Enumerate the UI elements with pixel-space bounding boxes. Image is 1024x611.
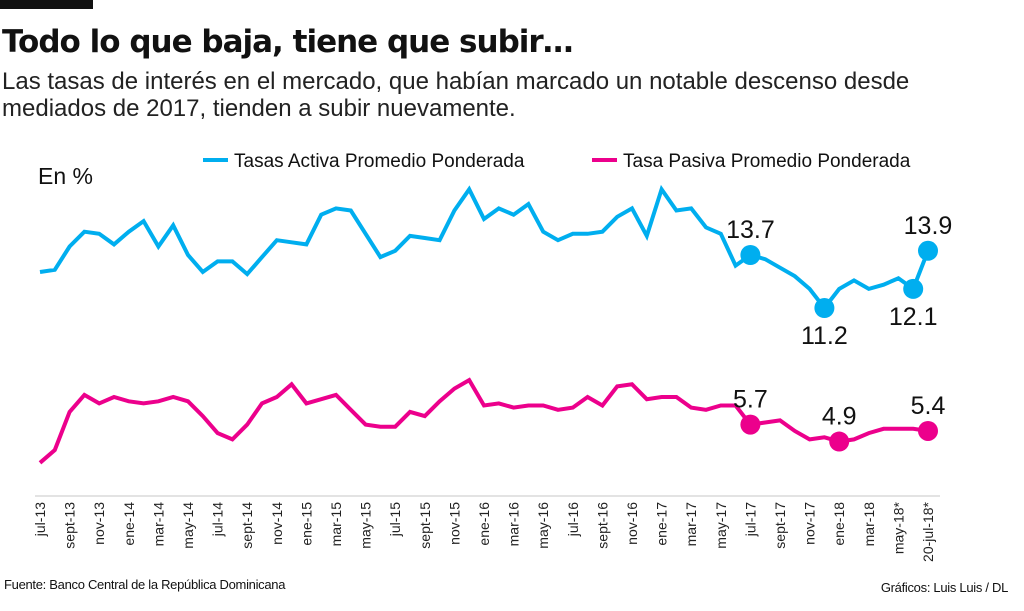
data-label: 5.7 bbox=[733, 386, 768, 414]
x-tick-label: ene-15 bbox=[298, 502, 314, 546]
data-point-marker bbox=[740, 414, 761, 435]
x-tick-label: ene-17 bbox=[654, 502, 670, 546]
x-tick-label: nov-15 bbox=[446, 502, 462, 545]
x-tick-label: mar-17 bbox=[683, 502, 699, 547]
x-tick-label: jul-15 bbox=[387, 502, 403, 537]
x-tick-label: nov-17 bbox=[802, 502, 818, 545]
legend: Tasas Activa Promedio Ponderada Tasa Pas… bbox=[203, 151, 911, 172]
x-tick-label: sept-15 bbox=[417, 502, 433, 549]
x-tick-label: mar-15 bbox=[328, 502, 344, 547]
x-tick-label: mar-16 bbox=[506, 502, 522, 547]
x-tick-label: nov-14 bbox=[269, 502, 285, 545]
header-accent-bar bbox=[0, 0, 93, 9]
chart-title: Todo lo que baja, tiene que subir… bbox=[2, 24, 574, 60]
chart-subtitle: Las tasas de interés en el mercado, que … bbox=[2, 68, 910, 122]
data-point-marker bbox=[903, 278, 924, 299]
x-tick-label: mar-14 bbox=[150, 502, 166, 547]
data-label: 11.2 bbox=[801, 322, 848, 350]
data-point-marker bbox=[740, 245, 761, 265]
x-tick-label: jul-16 bbox=[565, 502, 581, 537]
x-tick-label: may-16 bbox=[535, 502, 551, 549]
data-label: 5.4 bbox=[911, 392, 946, 420]
x-tick-label: mar-18 bbox=[861, 502, 877, 547]
series-lines bbox=[38, 184, 930, 465]
x-tick-labels: jul-13 sept-13 nov-13 ene-14 mar-14 may-14 jul… bbox=[32, 501, 936, 561]
x-tick-label: jul-13 bbox=[32, 502, 48, 537]
x-tick-label: 20-jul-18* bbox=[920, 501, 936, 561]
data-point-marker bbox=[829, 431, 850, 452]
data-point-marker bbox=[918, 420, 938, 441]
x-tick-label: jul-14 bbox=[210, 502, 226, 537]
legend-label-activa: Tasas Activa Promedio Ponderada bbox=[234, 151, 525, 172]
credit-note: Gráficos: Luis Luis / DL bbox=[880, 580, 1008, 595]
series-line-1 bbox=[38, 377, 929, 465]
series-line-0 bbox=[39, 184, 930, 312]
x-tick-label: ene-14 bbox=[121, 502, 137, 546]
x-tick-label: jul-17 bbox=[742, 502, 758, 537]
x-tick-label: may-15 bbox=[358, 502, 374, 549]
data-label: 4.9 bbox=[822, 403, 857, 431]
annotations: 13.7 11.2 12.1 13.9 5.7 4.9 5.4 bbox=[726, 212, 952, 452]
x-tick-label: may-18* bbox=[890, 501, 906, 554]
x-tick-label: sept-16 bbox=[594, 502, 610, 549]
data-point-marker bbox=[814, 298, 835, 318]
x-tick-label: ene-18 bbox=[831, 502, 847, 546]
x-tick-label: nov-13 bbox=[91, 502, 107, 545]
x-tick-label: sept-17 bbox=[772, 502, 788, 549]
data-label: 12.1 bbox=[889, 303, 938, 331]
x-tick-label: ene-16 bbox=[476, 502, 492, 546]
data-label: 13.9 bbox=[904, 212, 953, 240]
y-unit-label: En % bbox=[38, 163, 93, 189]
data-point-marker bbox=[918, 240, 938, 261]
x-tick-label: sept-14 bbox=[239, 502, 255, 549]
legend-label-pasiva: Tasa Pasiva Promedio Ponderada bbox=[623, 151, 911, 172]
data-label: 13.7 bbox=[726, 216, 775, 244]
x-tick-label: may-17 bbox=[713, 502, 729, 549]
x-tick-label: nov-16 bbox=[624, 502, 640, 545]
x-tick-label: may-14 bbox=[180, 502, 196, 549]
x-tick-label: sept-13 bbox=[62, 502, 78, 549]
source-note: Fuente: Banco Central de la República Do… bbox=[4, 577, 286, 592]
